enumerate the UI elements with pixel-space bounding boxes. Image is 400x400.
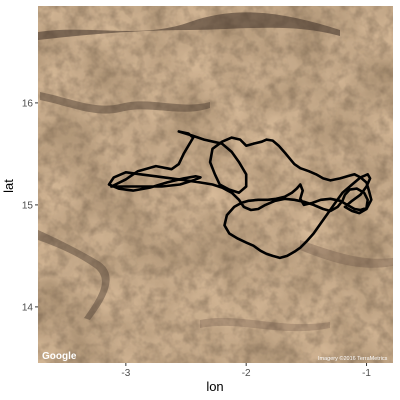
track-line [107, 130, 373, 260]
imagery-attribution: Imagery ©2016 TerraMetrics [318, 355, 388, 362]
y-axis-title: lat [1, 179, 16, 193]
x-tick-label: -1 [362, 368, 371, 379]
y-tick-label: 16 [22, 98, 34, 109]
y-tick-label: 15 [22, 200, 34, 211]
google-logo: Google [42, 351, 77, 362]
axes: -3 -2 -1 14 15 16 [22, 98, 372, 379]
x-axis-title: lon [206, 379, 223, 394]
y-tick-label: 14 [22, 302, 34, 313]
x-tick-label: -3 [121, 368, 130, 379]
x-tick-label: -2 [242, 368, 251, 379]
